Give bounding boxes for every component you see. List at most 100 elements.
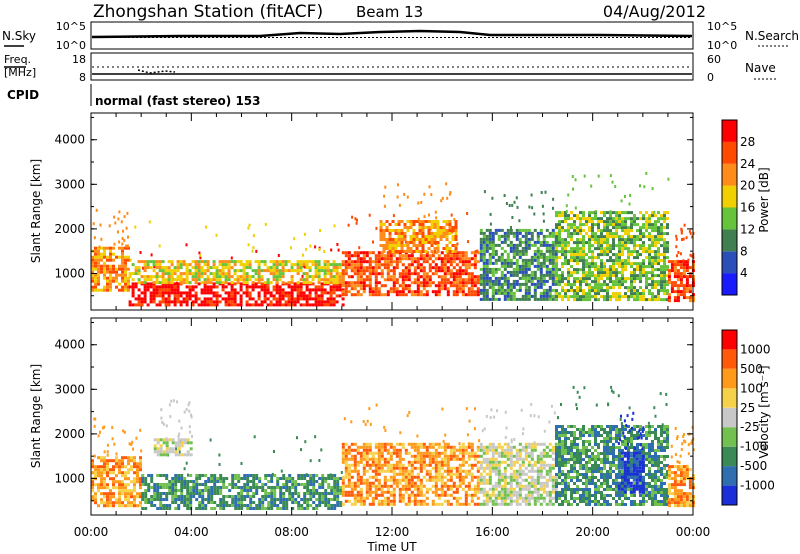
x-tick-label: 04:00 <box>174 525 209 539</box>
echo-region <box>379 182 458 253</box>
colorbar-tick-label: 100 <box>740 381 763 395</box>
colorbar-tick-label: -25 <box>740 420 760 434</box>
power-colorbar-label: Power [dB] <box>757 167 771 232</box>
x-tick-label: 12:00 <box>375 525 410 539</box>
echo-region <box>617 411 645 494</box>
colorbar-tick-label: 500 <box>740 362 763 376</box>
colorbar-tick-label: 1000 <box>740 342 771 356</box>
y-tick-label: 1000 <box>54 266 85 280</box>
echo-region <box>667 223 695 303</box>
freq-right-tick-top: 60 <box>707 53 721 66</box>
echo-region <box>141 435 343 510</box>
station-title: Zhongshan Station (fitACF) <box>93 2 323 22</box>
echo-region <box>667 425 695 508</box>
echo-region <box>91 208 130 292</box>
y-tick-label: 1000 <box>54 471 85 485</box>
colorbar-segment <box>722 207 737 230</box>
noise-right-label: N.Search <box>745 29 799 43</box>
colorbar-tick-label: 24 <box>740 157 755 171</box>
colorbar-tick-label: -500 <box>740 459 767 473</box>
velocity-y-axis-label: Slant Range [km] <box>29 364 43 468</box>
echo-region <box>555 385 669 506</box>
noise-sky-trace <box>91 29 693 39</box>
colorbar-segment <box>722 163 737 186</box>
noise-right-tick-top: 10^5 <box>707 20 737 33</box>
freq-label-1: Freq. <box>4 53 31 66</box>
velocity-colorbar-label: Velocity [m s⁻¹] <box>757 365 771 458</box>
noise-left-tick-bottom: 10^0 <box>56 39 86 52</box>
colorbar-segment <box>722 427 737 447</box>
noise-left-tick-top: 10^5 <box>56 20 86 33</box>
velocity-colorbar: 1000 500 100 25 -25 -100 -500 -1000 <box>721 329 775 506</box>
y-tick-label: 4000 <box>54 338 85 352</box>
power-panel: 1000 2000 3000 4000 Slant Range [km] 4 8 12 16… <box>29 112 771 311</box>
colorbar-tick-label: 20 <box>740 179 755 193</box>
velocity-x-ticks: 00:00 04:00 08:00 12:00 16:00 20:00 00:00 <box>74 318 711 539</box>
x-tick-label: 16:00 <box>475 525 510 539</box>
echo-region <box>153 399 193 457</box>
y-tick-label: 3000 <box>54 177 85 191</box>
velocity-y-ticks: 1000 2000 3000 4000 <box>54 321 693 502</box>
colorbar-segment <box>722 446 737 467</box>
colorbar-segment <box>722 141 737 164</box>
colorbar-segment <box>722 368 737 389</box>
colorbar-segment <box>722 229 737 252</box>
colorbar-segment <box>722 466 737 486</box>
cpid-label: CPID <box>7 88 39 102</box>
freq-label-2: [MHz] <box>4 66 36 79</box>
echo-region <box>91 417 143 508</box>
freq-right-tick-bottom: 0 <box>707 71 714 84</box>
power-echo-field <box>91 171 695 307</box>
x-tick-label: 08:00 <box>274 525 309 539</box>
colorbar-tick-label: 8 <box>740 244 748 258</box>
y-tick-label: 2000 <box>54 427 85 441</box>
y-tick-label: 2000 <box>54 222 85 236</box>
colorbar-frame <box>721 329 738 506</box>
power-x-ticks <box>90 113 694 310</box>
beam-title: Beam 13 <box>356 3 423 21</box>
noise-right-tick-bottom: 10^0 <box>707 39 737 52</box>
time-axis-label: Time UT <box>366 540 417 554</box>
cpid-value: normal (fast stereo) 153 <box>95 94 261 108</box>
power-y-ticks: 1000 2000 3000 4000 <box>54 116 693 297</box>
nave-dip <box>137 69 176 74</box>
freq-left-tick-bottom: 8 <box>79 71 86 84</box>
nave-label: Nave <box>745 61 776 75</box>
cpid-bar: CPID normal (fast stereo) 153 <box>7 84 261 108</box>
colorbar-segment <box>722 485 737 505</box>
colorbar-frame <box>721 119 738 296</box>
echo-region <box>479 402 558 506</box>
colorbar-tick-label: 4 <box>740 266 748 280</box>
date-title: 04/Aug/2012 <box>603 2 706 21</box>
colorbar-tick-label: 25 <box>740 401 755 415</box>
y-tick-label: 3000 <box>54 382 85 396</box>
colorbar-segment <box>722 273 737 295</box>
echo-region <box>479 190 558 301</box>
freq-left-tick-top: 18 <box>72 53 86 66</box>
colorbar-tick-label: 16 <box>740 201 755 215</box>
noise-left-label: N.Sky <box>2 29 36 43</box>
colorbar-segment <box>722 388 737 408</box>
freq-panel: Freq. [MHz] 18 8 60 0 Nave <box>4 52 776 84</box>
colorbar-segment <box>722 330 737 350</box>
colorbar-segment <box>722 120 737 142</box>
colorbar-tick-label: 12 <box>740 222 755 236</box>
x-tick-label: 00:00 <box>676 525 711 539</box>
colorbar-tick-label: -100 <box>740 440 767 454</box>
y-tick-label: 4000 <box>54 133 85 147</box>
colorbar-segment <box>722 185 737 208</box>
power-colorbar: 4 8 12 16 20 24 28 <box>721 119 755 296</box>
colorbar-segment <box>722 407 737 428</box>
echo-region <box>341 212 480 297</box>
echo-region <box>341 403 481 506</box>
colorbar-tick-label: 28 <box>740 135 755 149</box>
colorbar-segment <box>722 349 737 369</box>
velocity-echo-field <box>91 385 695 510</box>
x-tick-label: 20:00 <box>575 525 610 539</box>
colorbar-tick-label: -1000 <box>740 479 775 493</box>
velocity-panel: 1000 2000 3000 4000 00:00 04:00 08:00 12:00 16:… <box>29 317 775 554</box>
noise-panel: N.Sky 10^5 10^0 10^5 10^0 N.Search <box>2 20 799 52</box>
freq-panel-frame <box>90 52 694 81</box>
echo-region <box>555 171 670 302</box>
